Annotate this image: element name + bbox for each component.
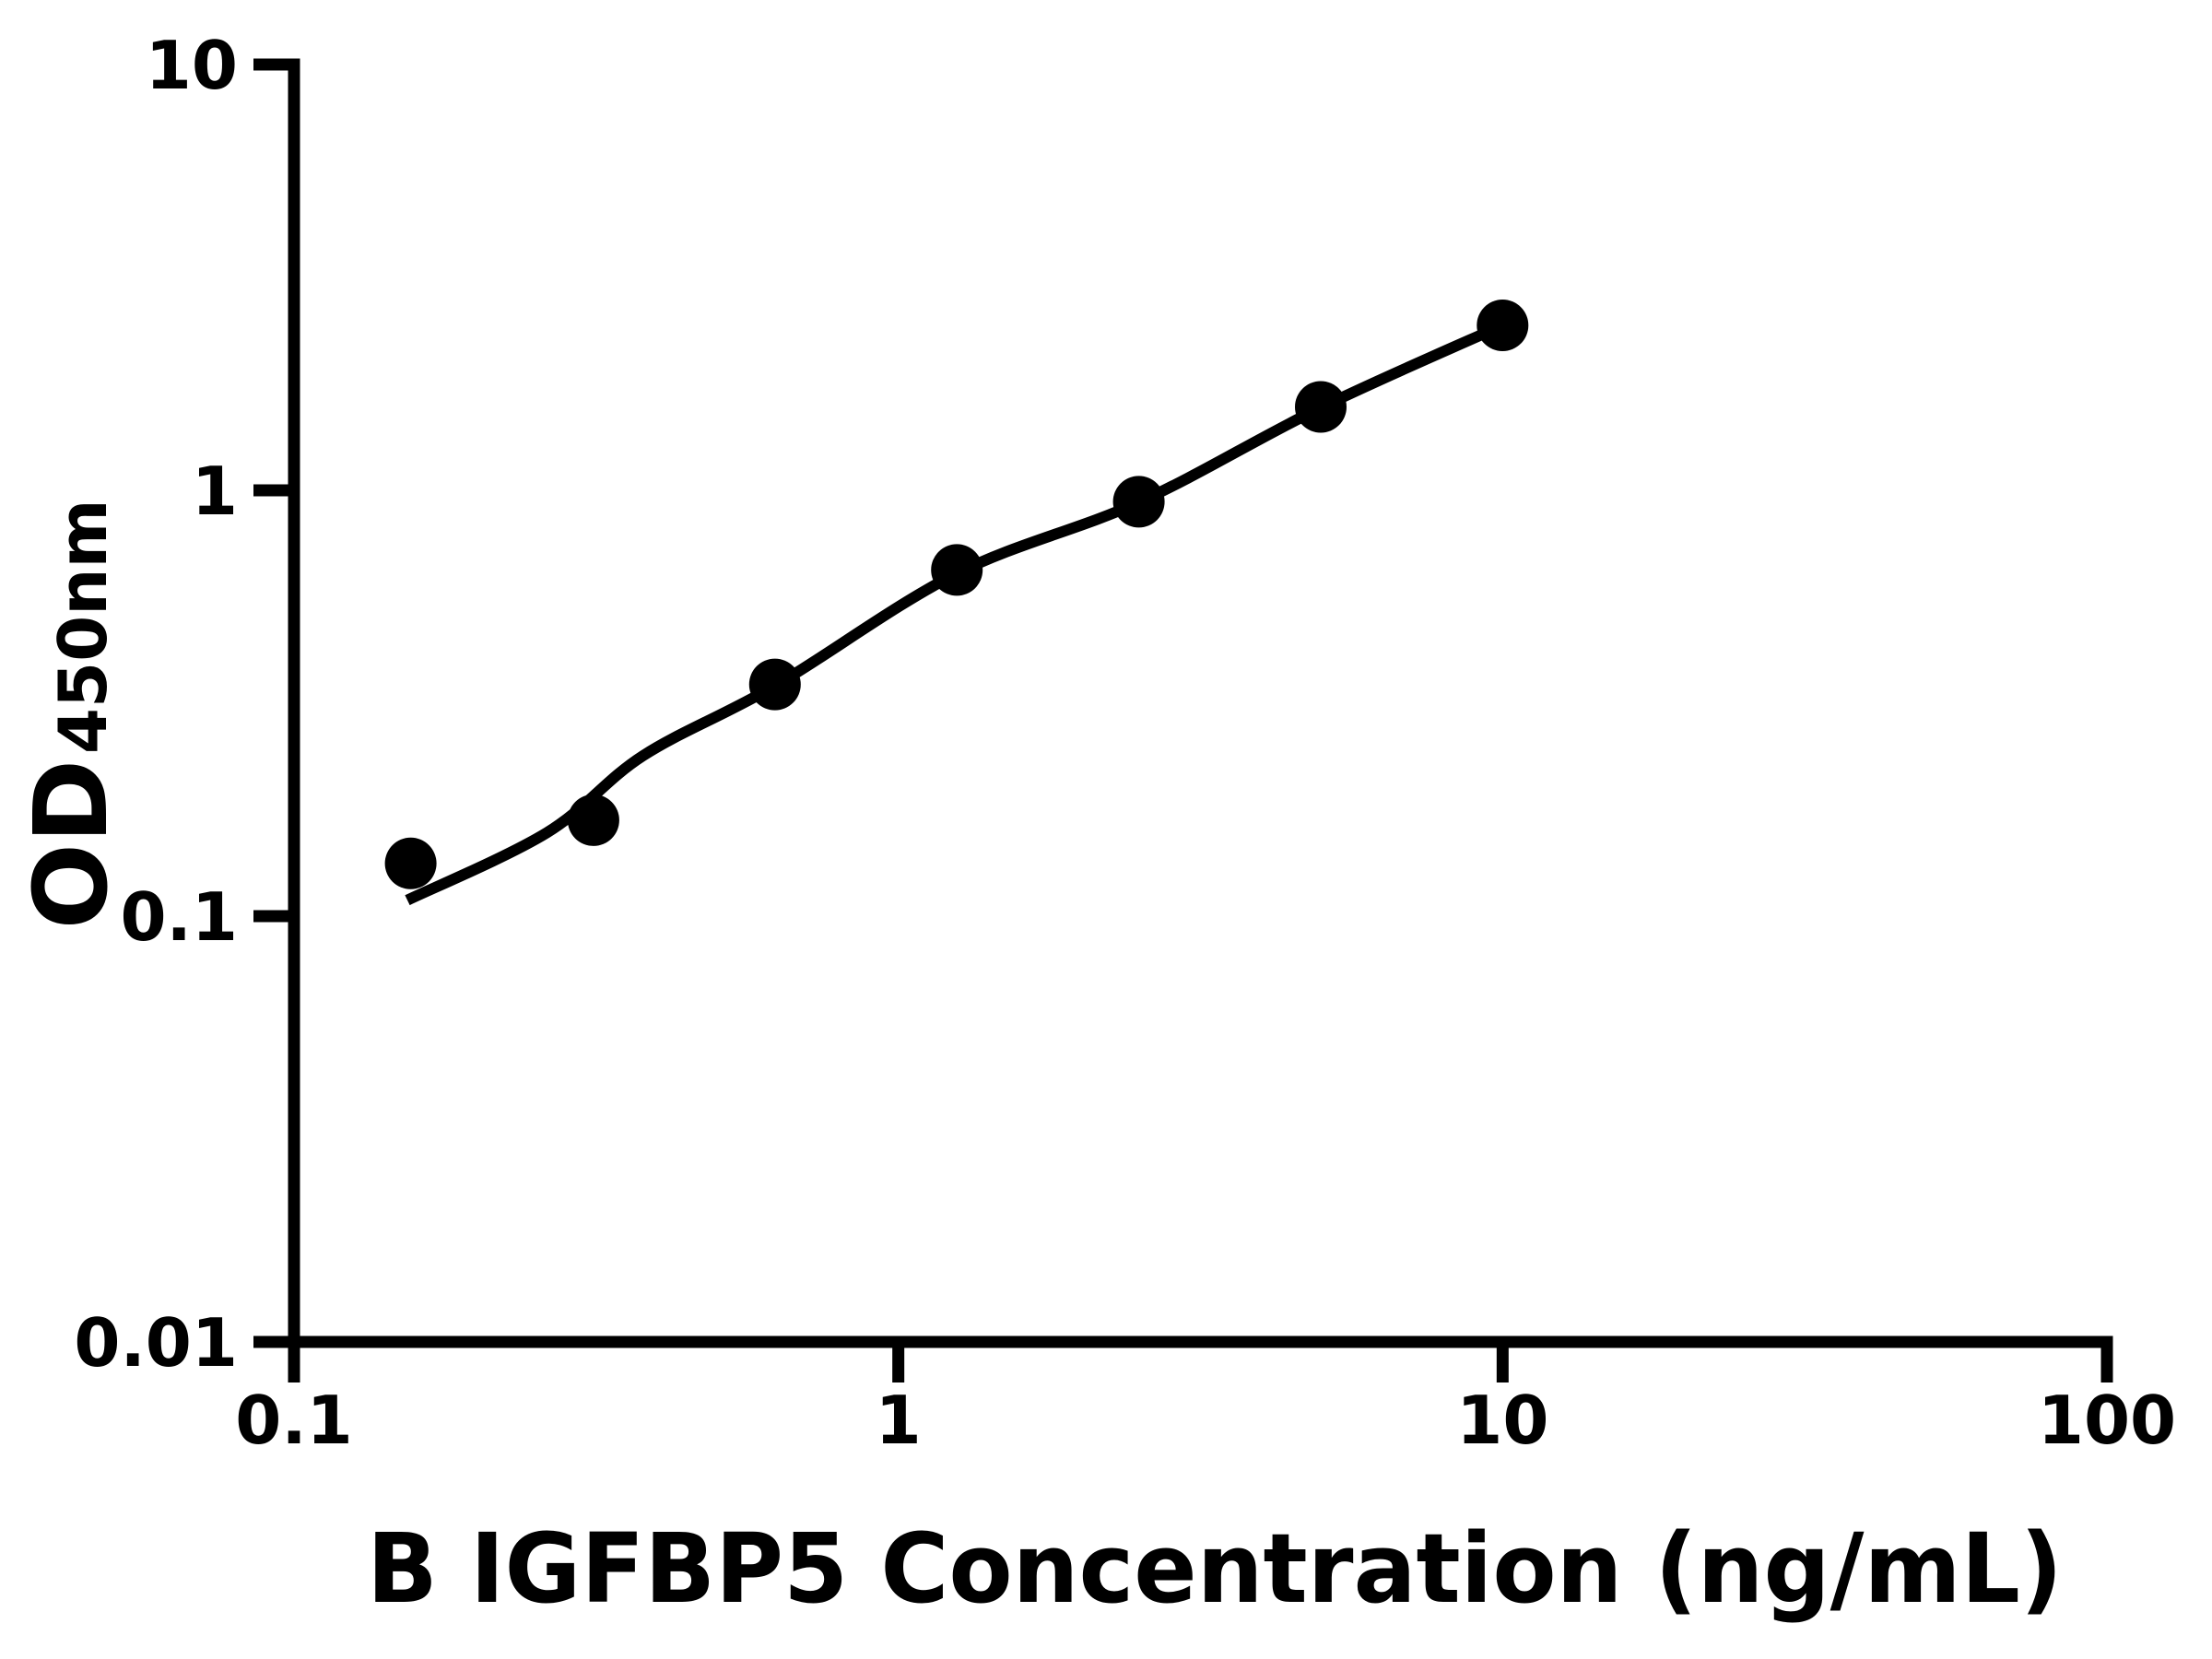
y-axis-tick-label: 0.01 <box>74 1304 238 1382</box>
data-point-marker <box>1295 381 1347 433</box>
data-point-marker <box>1477 300 1529 351</box>
data-point-marker <box>931 544 983 596</box>
x-axis-tick-label: 1 <box>876 1382 922 1459</box>
data-point-marker <box>567 794 619 846</box>
y-axis-title: OD 450nm <box>12 500 130 930</box>
y-axis-tick-label: 10 <box>146 27 238 104</box>
y-axis-tick-label: 1 <box>192 453 238 530</box>
x-axis-tick-label: 10 <box>1456 1382 1548 1459</box>
data-point-marker <box>748 658 801 711</box>
x-axis-tick-label: 0.1 <box>235 1382 353 1459</box>
x-axis-title: B IGFBP5 Concentration (ng/mL) <box>367 1512 2063 1625</box>
y-axis-title-main: OD <box>12 759 130 930</box>
y-axis-tick-label: 0.1 <box>120 878 238 956</box>
data-point-marker <box>384 837 437 889</box>
y-axis-title-subscript: 450nm <box>44 500 122 755</box>
x-axis-tick-label: 100 <box>2038 1382 2176 1459</box>
data-point-marker <box>1112 476 1165 528</box>
series-layer <box>384 300 1529 906</box>
